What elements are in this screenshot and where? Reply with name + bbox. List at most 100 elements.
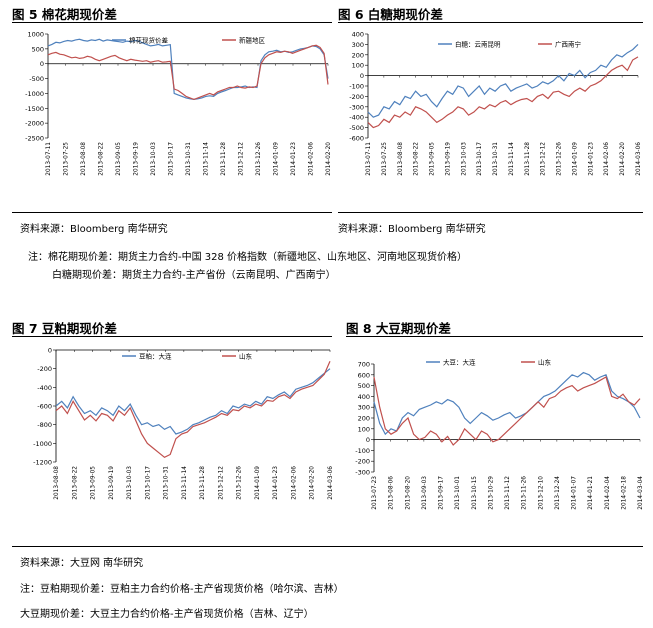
legend-label-2: 山东 [538, 358, 552, 367]
x-tick-label: 2014-02-20 [620, 142, 626, 176]
figure6-bottom-rule [338, 212, 643, 213]
y-tick-label: 100 [352, 62, 364, 70]
x-tick-label: 2013-10-01 [455, 476, 461, 510]
x-tick-label: 2013-09-05 [91, 466, 97, 500]
y-tick-label: -500 [349, 124, 364, 132]
y-tick-label: -1500 [25, 105, 44, 113]
x-tick-label: 2013-08-22 [414, 142, 420, 176]
y-tick-label: -100 [349, 83, 364, 91]
x-tick-label: 2014-01-09 [572, 142, 578, 176]
x-tick-label: 2013-10-31 [186, 142, 192, 176]
x-tick-label: 2013-12-26 [557, 142, 563, 176]
x-tick-label: 2014-01-09 [255, 466, 261, 500]
figure5-title-rule [12, 22, 332, 23]
x-tick-label: 2013-09-19 [445, 142, 451, 176]
x-tick-label: 2013-10-17 [169, 142, 175, 176]
y-tick-label: -400 [37, 384, 52, 392]
series-line-1 [373, 371, 641, 436]
y-tick-label: 400 [352, 31, 364, 39]
x-tick-label: 2014-01-07 [572, 476, 578, 510]
legend-label-2: 新疆地区 [239, 36, 266, 45]
x-tick-label: 2013-07-11 [46, 142, 52, 176]
y-tick-label: 600 [358, 371, 370, 379]
x-tick-label: 2014-02-20 [326, 142, 332, 176]
y-tick-label: -1000 [25, 90, 44, 98]
y-tick-label: 500 [358, 382, 370, 390]
footnote-soybean: 大豆期现价差：大豆主力合约价格-主产省现货价格（吉林、辽宁） [20, 609, 314, 620]
y-tick-label: 500 [32, 45, 44, 53]
cotton-spread-chart: 10005000-500-1000-1500-2000-25002013-07-… [25, 31, 332, 176]
series-line-1 [55, 368, 331, 435]
figure6-title: 图 6 白糖期现价差 [338, 7, 443, 22]
x-tick-label: 2013-11-28 [525, 142, 531, 176]
x-tick-label: 2014-01-23 [588, 142, 594, 176]
x-tick-label: 2013-07-25 [64, 142, 70, 176]
bottom-charts-rule [12, 546, 643, 547]
y-tick-label: 700 [358, 361, 370, 369]
y-tick-label: -2500 [25, 135, 44, 143]
x-tick-label: 2013-10-29 [488, 476, 494, 510]
y-tick-label: 0 [360, 72, 364, 80]
x-tick-label: 2013-10-17 [145, 466, 151, 500]
figure8-title-rule [346, 336, 643, 337]
y-tick-label: 400 [358, 393, 370, 401]
footnote-soymeal: 注：豆粕期现价差：豆粕主力合约价格-主产省现货价格（哈尔滨、吉林） [20, 584, 344, 595]
series-line-2 [47, 44, 329, 101]
x-tick-label: 2013-11-14 [182, 466, 188, 500]
legend-label-2: 山东 [239, 352, 253, 361]
x-tick-label: 2013-08-06 [389, 476, 395, 510]
series-line-2 [55, 360, 331, 459]
x-tick-label: 2013-09-05 [430, 142, 436, 176]
x-tick-label: 2014-02-06 [309, 142, 315, 176]
x-tick-label: 2013-08-08 [54, 466, 60, 500]
y-tick-label: -800 [37, 421, 52, 429]
x-tick-label: 2013-09-03 [422, 476, 428, 510]
x-tick-label: 2014-02-06 [291, 466, 297, 500]
x-tick-label: 2013-08-08 [81, 142, 87, 176]
y-tick-label: 0 [366, 436, 370, 444]
x-tick-label: 2013-12-12 [541, 142, 547, 176]
x-tick-label: 2014-02-18 [621, 476, 627, 510]
source-note-right: 资料来源：Bloomberg 南华研究 [338, 224, 486, 235]
y-tick-label: 0 [48, 347, 52, 355]
figure7-title-rule [12, 336, 332, 337]
x-tick-label: 2013-11-14 [509, 142, 515, 176]
y-tick-label: -500 [29, 75, 44, 83]
figure8-title: 图 8 大豆期现价差 [346, 321, 451, 336]
x-tick-label: 2013-11-28 [221, 142, 227, 176]
figure6-title-rule [338, 22, 643, 23]
x-tick-label: 2013-09-19 [109, 466, 115, 500]
x-tick-label: 2013-10-31 [164, 466, 170, 500]
y-tick-label: -600 [37, 403, 52, 411]
x-tick-label: 2013-08-20 [405, 476, 411, 510]
y-tick-label: -200 [349, 93, 364, 101]
x-tick-label: 2013-12-26 [237, 466, 243, 500]
x-tick-label: 2014-02-20 [310, 466, 316, 500]
y-tick-label: -600 [349, 135, 364, 143]
series-line-1 [47, 38, 329, 101]
series-line-1 [367, 43, 639, 118]
x-tick-label: 2013-12-10 [538, 476, 544, 510]
x-tick-label: 2013-12-26 [256, 142, 262, 176]
x-tick-label: 2013-10-03 [461, 142, 467, 176]
y-tick-label: -200 [355, 458, 370, 466]
x-tick-label: 2014-03-06 [328, 466, 334, 500]
legend-label-1: 白糖：云南昆明 [455, 40, 501, 49]
y-tick-label: -300 [355, 469, 370, 477]
y-tick-label: -2000 [25, 120, 44, 128]
series-line-2 [373, 376, 641, 446]
figure7-title: 图 7 豆粕期现价差 [12, 321, 117, 336]
x-tick-label: 2013-12-12 [239, 142, 245, 176]
x-tick-label: 2013-11-26 [522, 476, 528, 510]
x-tick-label: 2013-09-19 [134, 142, 140, 176]
x-tick-label: 2013-10-31 [493, 142, 499, 176]
x-tick-label: 2013-07-23 [372, 476, 378, 510]
y-tick-label: 200 [358, 415, 370, 423]
x-tick-label: 2014-03-04 [638, 476, 644, 510]
x-tick-label: 2014-03-06 [636, 142, 642, 176]
x-tick-label: 2013-08-22 [72, 466, 78, 500]
x-tick-label: 2013-10-15 [472, 476, 478, 510]
y-tick-label: -1200 [33, 459, 52, 467]
x-tick-label: 2014-01-23 [273, 466, 279, 500]
